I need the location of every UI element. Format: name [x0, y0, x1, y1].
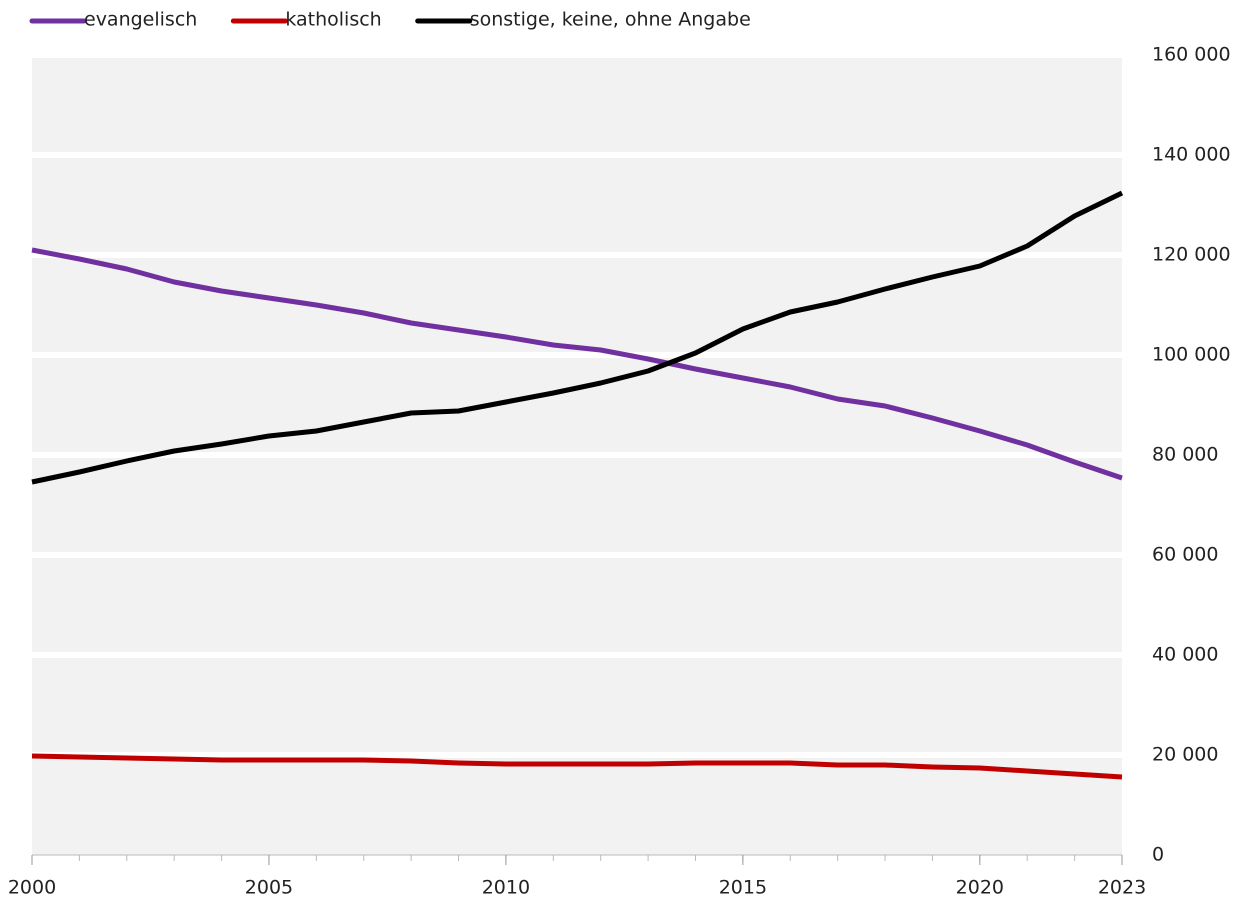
x-tick-label: 2023: [1098, 877, 1146, 899]
series-line: [31, 247, 1123, 481]
x-tick-label: 2000: [8, 877, 56, 899]
y-tick-label: 120 000: [1152, 244, 1231, 266]
y-tick-label: 40 000: [1152, 644, 1218, 666]
y-tick-label: 20 000: [1152, 744, 1218, 766]
y-tick-label: 160 000: [1152, 44, 1231, 66]
legend-label: katholisch: [285, 9, 381, 31]
y-tick-label: 0: [1152, 844, 1164, 866]
y-tick-label: 140 000: [1152, 144, 1231, 166]
series-line: [31, 190, 1124, 485]
x-tick-label: 2020: [956, 877, 1004, 899]
x-tick-label: 2005: [245, 877, 293, 899]
series-line: [31, 753, 1123, 780]
legend-label: sonstige, keine, ohne Angabe: [470, 9, 751, 31]
y-tick-label: 100 000: [1152, 344, 1231, 366]
y-tick-label: 60 000: [1152, 544, 1218, 566]
x-tick-label: 2010: [482, 877, 530, 899]
y-tick-label: 80 000: [1152, 444, 1218, 466]
legend-label: evangelisch: [84, 9, 197, 31]
x-tick-label: 2015: [719, 877, 767, 899]
